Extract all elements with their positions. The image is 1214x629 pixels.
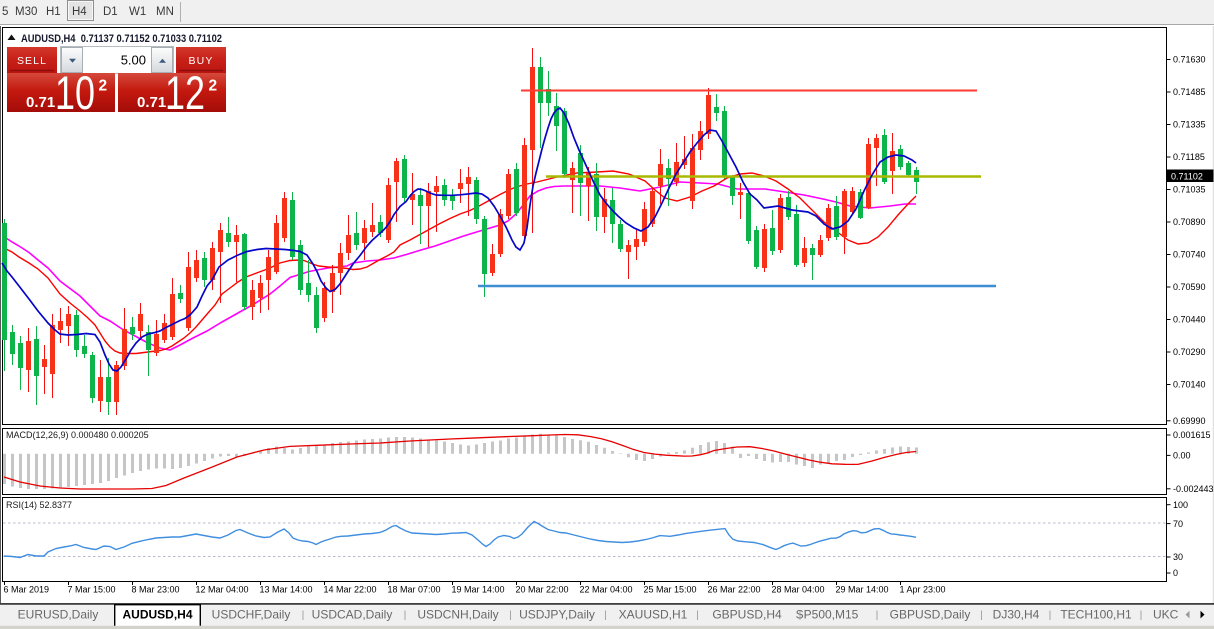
svg-text:|: | xyxy=(509,609,512,621)
svg-text:0.69990: 0.69990 xyxy=(1173,416,1206,426)
svg-text:14 Mar 22:00: 14 Mar 22:00 xyxy=(324,585,377,595)
svg-text:|: | xyxy=(1049,609,1052,621)
svg-text:0.70890: 0.70890 xyxy=(1173,217,1206,227)
svg-text:DJ30,H4: DJ30,H4 xyxy=(993,608,1040,622)
svg-text:2: 2 xyxy=(209,78,218,95)
svg-text:|: | xyxy=(604,609,607,621)
svg-text:UKC: UKC xyxy=(1153,608,1179,622)
svg-text:|: | xyxy=(799,609,802,621)
svg-text:XAUUSD,H1: XAUUSD,H1 xyxy=(619,608,688,622)
svg-text:0.001615: 0.001615 xyxy=(1173,430,1211,440)
svg-text:5: 5 xyxy=(2,6,8,18)
svg-text:10: 10 xyxy=(55,66,95,119)
svg-text:AUDUSD,H4 0.71137 0.71152 0.7: AUDUSD,H4 0.71137 0.71152 0.71033 0.7110… xyxy=(21,33,222,45)
svg-text:18 Mar 07:00: 18 Mar 07:00 xyxy=(388,585,441,595)
svg-text:0.70740: 0.70740 xyxy=(1173,250,1206,260)
svg-text:MN: MN xyxy=(156,6,174,18)
svg-text:M30: M30 xyxy=(15,6,37,18)
svg-text:USDCAD,Daily: USDCAD,Daily xyxy=(312,608,393,622)
svg-text:0.71630: 0.71630 xyxy=(1173,55,1206,65)
svg-text:30: 30 xyxy=(1173,552,1183,562)
svg-text:0.70290: 0.70290 xyxy=(1173,347,1206,357)
svg-text:26 Mar 22:00: 26 Mar 22:00 xyxy=(708,585,761,595)
svg-text:0.71335: 0.71335 xyxy=(1173,120,1206,130)
svg-text:0: 0 xyxy=(1173,568,1178,578)
svg-text:0.71035: 0.71035 xyxy=(1173,185,1206,195)
svg-text:USDCHF,Daily: USDCHF,Daily xyxy=(212,608,291,622)
svg-text:6 Mar 2019: 6 Mar 2019 xyxy=(4,585,50,595)
svg-text:W1: W1 xyxy=(129,6,146,18)
svg-text:0.71: 0.71 xyxy=(26,94,55,111)
svg-text:|: | xyxy=(404,609,407,621)
svg-text:7 Mar 15:00: 7 Mar 15:00 xyxy=(68,585,116,595)
svg-text:19 Mar 14:00: 19 Mar 14:00 xyxy=(452,585,505,595)
svg-text:GBPUSD,Daily: GBPUSD,Daily xyxy=(890,608,971,622)
svg-text:100: 100 xyxy=(1173,500,1188,510)
svg-text:28 Mar 04:00: 28 Mar 04:00 xyxy=(772,585,825,595)
svg-text:GBPUSD,H4: GBPUSD,H4 xyxy=(712,608,782,622)
svg-text:25 Mar 15:00: 25 Mar 15:00 xyxy=(644,585,697,595)
svg-text:12 Mar 04:00: 12 Mar 04:00 xyxy=(196,585,249,595)
svg-text:D1: D1 xyxy=(103,6,118,18)
svg-text:2: 2 xyxy=(99,78,108,95)
svg-text:1 Apr 23:00: 1 Apr 23:00 xyxy=(900,585,946,595)
svg-text:70: 70 xyxy=(1173,519,1183,529)
svg-text:|: | xyxy=(876,609,879,621)
svg-text:0.00: 0.00 xyxy=(1173,451,1191,461)
svg-text:RSI(14) 52.8377: RSI(14) 52.8377 xyxy=(6,500,72,510)
svg-text:H4: H4 xyxy=(72,6,87,18)
svg-text:22 Mar 04:00: 22 Mar 04:00 xyxy=(580,585,633,595)
svg-text:MACD(12,26,9) 0.000480 0.00020: MACD(12,26,9) 0.000480 0.000205 xyxy=(6,430,149,440)
svg-text:H1: H1 xyxy=(46,6,61,18)
svg-text:SELL: SELL xyxy=(17,55,47,67)
svg-text:13 Mar 14:00: 13 Mar 14:00 xyxy=(260,585,313,595)
svg-text:0.70440: 0.70440 xyxy=(1173,315,1206,325)
svg-text:0.70590: 0.70590 xyxy=(1173,282,1206,292)
svg-text:12: 12 xyxy=(165,66,205,119)
svg-text:BUY: BUY xyxy=(189,55,214,67)
svg-text:|: | xyxy=(980,609,983,621)
svg-text:AUDUSD,H4: AUDUSD,H4 xyxy=(122,608,192,622)
svg-text:-0.002443: -0.002443 xyxy=(1173,484,1214,494)
svg-text:|: | xyxy=(302,609,305,621)
svg-text:0.71485: 0.71485 xyxy=(1173,87,1206,97)
svg-text:0.71102: 0.71102 xyxy=(1171,171,1203,181)
svg-text:|: | xyxy=(1140,609,1143,621)
svg-text:SP500,M15: SP500,M15 xyxy=(796,608,859,622)
svg-text:29 Mar 14:00: 29 Mar 14:00 xyxy=(836,585,889,595)
svg-text:|: | xyxy=(696,609,699,621)
svg-text:8 Mar 23:00: 8 Mar 23:00 xyxy=(132,585,180,595)
svg-text:0.71185: 0.71185 xyxy=(1173,152,1205,162)
svg-text:USDCNH,Daily: USDCNH,Daily xyxy=(417,608,498,622)
svg-text:20 Mar 22:00: 20 Mar 22:00 xyxy=(516,585,569,595)
svg-text:5.00: 5.00 xyxy=(121,53,146,68)
svg-text:EURUSD,Daily: EURUSD,Daily xyxy=(18,608,99,622)
svg-text:USDJPY,Daily: USDJPY,Daily xyxy=(519,608,595,622)
svg-text:TECH100,H1: TECH100,H1 xyxy=(1060,608,1132,622)
svg-text:0.71: 0.71 xyxy=(137,94,166,111)
svg-text:0.70140: 0.70140 xyxy=(1173,380,1206,390)
